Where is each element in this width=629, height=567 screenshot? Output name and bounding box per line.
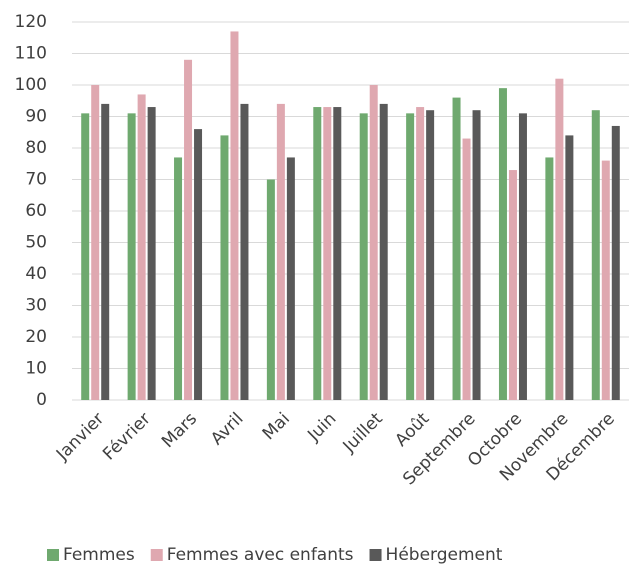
x-tick-label: Juillet	[339, 409, 387, 457]
bar	[220, 135, 229, 400]
x-tick-label: Juin	[303, 409, 340, 446]
bar	[545, 157, 554, 400]
bar	[359, 113, 368, 400]
y-tick-label: 30	[25, 296, 47, 316]
y-tick-label: 50	[25, 233, 47, 253]
bar	[462, 138, 471, 401]
bar	[333, 107, 342, 401]
bar	[518, 113, 527, 400]
y-tick-label: 90	[25, 107, 47, 127]
bar	[286, 157, 295, 400]
y-tick-label: 10	[25, 359, 47, 379]
bar	[266, 179, 275, 400]
legend-label: Hébergement	[386, 545, 503, 565]
bar	[174, 157, 183, 400]
y-tick-label: 40	[25, 264, 47, 284]
legend-swatch	[47, 549, 59, 561]
bar	[591, 110, 600, 400]
legend: Femmes Femmes avec enfants Hébergement	[47, 545, 503, 565]
legend-label: Femmes avec enfants	[167, 545, 354, 565]
y-tick-label: 70	[25, 170, 47, 190]
bar	[230, 31, 239, 400]
bar	[555, 78, 564, 400]
y-tick-label: 120	[15, 12, 47, 32]
y-tick-label: 100	[15, 75, 47, 95]
legend-label: Femmes	[63, 545, 135, 565]
bar	[406, 113, 415, 400]
bar	[611, 125, 620, 400]
bar	[498, 88, 507, 401]
y-tick-label: 110	[15, 44, 47, 64]
bar	[127, 113, 136, 400]
x-tick-label: Mars	[158, 409, 201, 452]
bar	[240, 103, 249, 401]
bar	[81, 113, 90, 400]
bar	[601, 160, 610, 400]
bar	[101, 103, 110, 401]
bar	[565, 135, 574, 400]
bar	[276, 103, 285, 401]
bar	[379, 103, 388, 401]
bar	[323, 107, 332, 401]
x-tick-label: Février	[99, 409, 155, 465]
x-tick-label: Mai	[259, 409, 294, 444]
bar	[452, 97, 461, 400]
bar	[147, 107, 156, 401]
bar	[472, 110, 481, 400]
bar	[369, 85, 378, 400]
y-tick-label: 20	[25, 327, 47, 347]
bar	[184, 59, 193, 401]
x-tick-label: Avril	[207, 409, 247, 449]
bar	[508, 170, 517, 400]
bar	[416, 107, 425, 401]
legend-swatch	[150, 549, 163, 561]
bar	[426, 110, 435, 400]
bar	[91, 85, 100, 400]
bar	[137, 94, 146, 400]
y-tick-label: 80	[25, 138, 47, 158]
legend-swatch	[369, 549, 382, 561]
x-tick-label: Janvier	[52, 409, 108, 465]
bar	[194, 129, 203, 400]
bar	[313, 107, 322, 401]
y-tick-label: 0	[36, 390, 47, 410]
y-tick-label: 60	[25, 201, 47, 221]
x-tick-label: Août	[391, 409, 433, 451]
